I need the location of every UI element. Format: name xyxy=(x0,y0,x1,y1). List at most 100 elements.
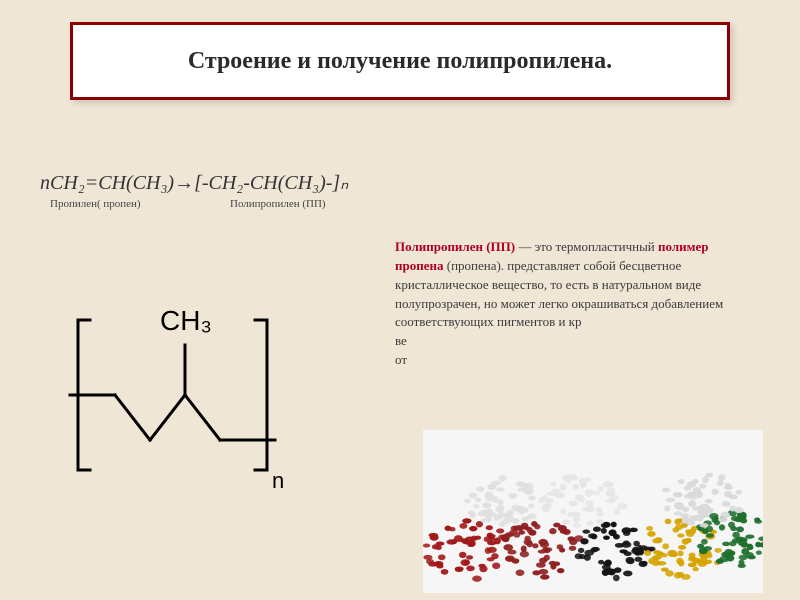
structural-formula: CH₃ n xyxy=(60,260,300,500)
pellet xyxy=(508,533,514,537)
pellet xyxy=(674,502,684,509)
pellet xyxy=(640,545,648,550)
pellet xyxy=(563,529,571,535)
pellet xyxy=(672,527,679,532)
pellet xyxy=(732,538,741,543)
pellet xyxy=(469,492,478,498)
pellet xyxy=(497,500,503,506)
slide-title-frame: Строение и получение полипропилена. xyxy=(70,22,730,100)
pellet xyxy=(745,534,754,538)
pellet xyxy=(538,539,548,545)
pellet xyxy=(459,552,467,558)
pellet xyxy=(596,519,604,524)
pellet xyxy=(587,506,595,513)
pellet xyxy=(491,553,498,559)
pellet xyxy=(677,533,684,537)
pellet xyxy=(569,546,577,551)
pellet xyxy=(688,500,696,507)
pellet xyxy=(705,499,713,503)
pellet xyxy=(732,532,740,538)
pellet xyxy=(664,505,670,511)
pellet xyxy=(569,501,578,505)
pellet xyxy=(652,555,661,560)
pellet xyxy=(539,557,547,563)
pellet xyxy=(614,567,621,573)
pellet xyxy=(702,528,708,534)
pellet xyxy=(423,544,430,548)
pellet xyxy=(633,541,640,547)
pellet xyxy=(498,475,507,481)
pellet xyxy=(550,481,556,486)
pellet xyxy=(514,525,524,531)
pellet xyxy=(584,550,594,556)
pellet xyxy=(582,530,590,534)
pellet xyxy=(619,549,627,553)
pellet xyxy=(730,526,737,531)
pellet xyxy=(714,548,722,553)
pellet xyxy=(540,574,549,579)
pellet xyxy=(475,536,482,540)
pellet xyxy=(573,523,582,528)
pellet xyxy=(596,507,603,511)
pellet xyxy=(482,502,491,508)
pellet xyxy=(613,575,620,582)
pellet xyxy=(603,535,610,539)
pellet xyxy=(469,526,477,531)
pellet xyxy=(701,539,708,545)
pellet xyxy=(430,534,439,540)
pellet xyxy=(685,538,692,543)
pellet xyxy=(665,519,672,525)
pellet xyxy=(623,530,630,536)
pellet xyxy=(674,518,681,525)
pellet xyxy=(516,569,525,576)
pellet xyxy=(538,550,547,554)
pellet xyxy=(588,533,597,538)
pellet xyxy=(549,528,557,534)
pellet xyxy=(644,550,651,556)
equation-text: nCH₂=CH(CH₃)→[-CH₂-CH(CH₃)-]ₙ xyxy=(40,172,348,194)
pellet xyxy=(667,550,677,557)
description-text: Полипропилен (ПП) — это термопластичный … xyxy=(395,238,750,370)
pellets-photo xyxy=(423,430,763,593)
pellet xyxy=(503,544,513,551)
pellet xyxy=(438,554,446,560)
pellet xyxy=(528,495,535,500)
pellet xyxy=(652,538,661,543)
pellet xyxy=(717,480,724,486)
pellet xyxy=(495,507,504,512)
pellet xyxy=(678,545,686,550)
pellet xyxy=(528,513,537,519)
pellet xyxy=(578,548,584,553)
pellet xyxy=(578,497,586,502)
pellet xyxy=(532,570,540,575)
pellet xyxy=(538,497,544,503)
eq-label-polypropylene: Полипропилен (ПП) xyxy=(230,198,326,210)
pellet xyxy=(718,474,726,480)
pellet xyxy=(598,486,604,491)
pellet xyxy=(459,523,467,529)
pellet xyxy=(546,547,553,551)
pellet xyxy=(702,476,709,483)
pellet xyxy=(585,500,594,506)
pellet xyxy=(580,538,588,544)
pellet xyxy=(466,555,473,559)
pellet xyxy=(532,543,538,548)
pellet xyxy=(602,569,609,576)
pellet xyxy=(512,504,520,510)
pellet xyxy=(544,498,554,504)
repeat-n: n xyxy=(272,468,284,493)
pellet xyxy=(557,568,565,573)
pellet xyxy=(559,484,566,490)
pellet xyxy=(586,521,593,526)
pellet xyxy=(689,515,697,522)
pellet xyxy=(497,513,503,519)
pellet xyxy=(559,548,565,553)
pellet xyxy=(441,569,449,575)
pellet xyxy=(646,526,653,531)
pellet xyxy=(734,507,743,513)
pellet xyxy=(677,572,684,578)
pellet xyxy=(432,544,440,549)
pellet xyxy=(623,570,632,576)
pellet xyxy=(706,560,712,564)
pp-name: Полипропилен (ПП) xyxy=(395,239,515,254)
